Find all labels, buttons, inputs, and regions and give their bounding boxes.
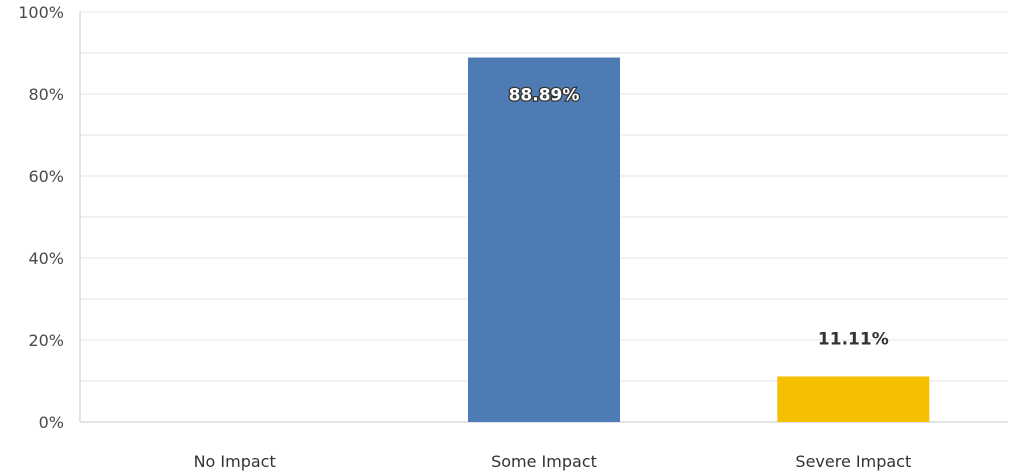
y-tick-label: 40% [28, 249, 64, 268]
y-tick-label: 60% [28, 167, 64, 186]
bars [468, 57, 930, 423]
labels: 0% 20% 40% 60% 80% 100% No Impact Some Impact 88… [18, 3, 911, 471]
y-tick-label: 0% [39, 413, 64, 432]
data-label: 88.89% [509, 86, 580, 106]
data-label: 11.11% [818, 329, 889, 349]
bar-some-impact [468, 57, 620, 423]
x-tick-label: Severe Impact [795, 452, 911, 471]
y-tick-label: 100% [18, 3, 64, 22]
y-tick-label: 80% [28, 85, 64, 104]
bar-severe-impact [777, 376, 930, 422]
x-tick-label: Some Impact [491, 452, 597, 471]
x-tick-label: No Impact [194, 452, 276, 471]
y-tick-label: 20% [28, 331, 64, 350]
